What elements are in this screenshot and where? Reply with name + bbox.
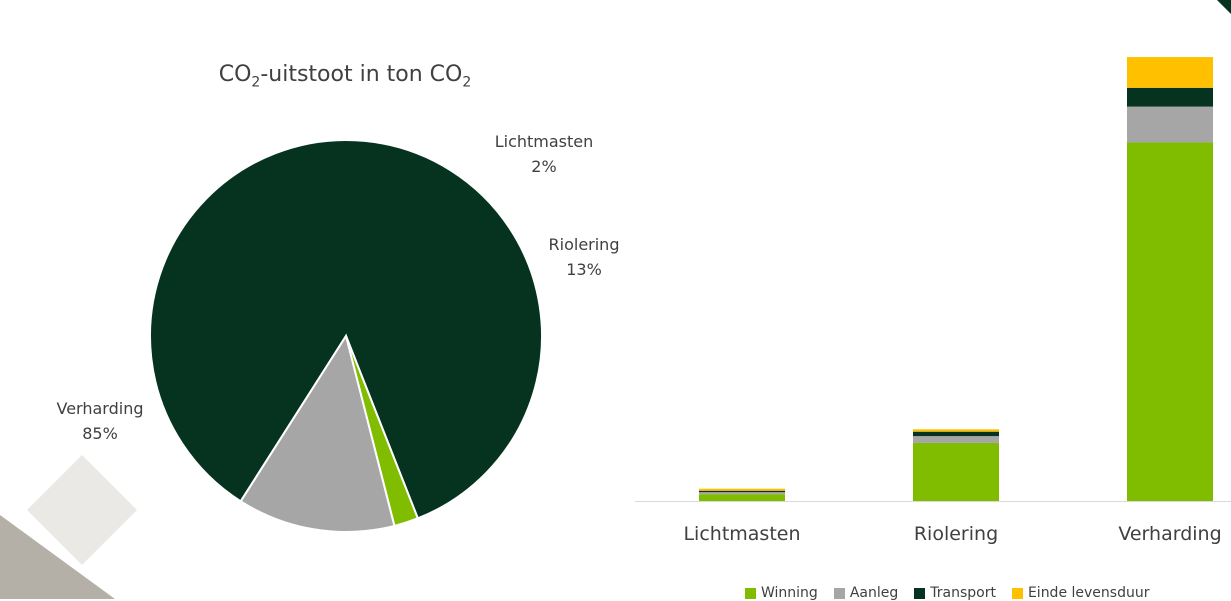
pie-chart-title: CO2-uitstoot in ton CO2 bbox=[0, 62, 690, 90]
pie-title-prefix: CO bbox=[218, 62, 252, 87]
bar-verharding-aanleg bbox=[1127, 106, 1213, 143]
pie-title-sub1: 2 bbox=[251, 74, 261, 91]
legend-label-einde-levensduur: Einde levensduur bbox=[1027, 585, 1150, 601]
pie-percent-riolering: 13% bbox=[566, 260, 602, 279]
bar-lichtmasten-winning bbox=[699, 494, 785, 501]
legend-swatch-winning bbox=[745, 587, 756, 599]
bar-lichtmasten-transport bbox=[699, 490, 785, 493]
bar-verharding-einde-levensduur bbox=[1127, 57, 1213, 88]
pie-label-riolering: Riolering bbox=[549, 235, 620, 254]
legend-item-winning: Winning bbox=[745, 586, 818, 600]
bar-verharding-winning bbox=[1127, 142, 1213, 501]
bar-lichtmasten-aanleg bbox=[699, 492, 785, 495]
bar-riolering-einde-levensduur bbox=[913, 429, 999, 432]
legend-label-transport: Transport bbox=[930, 585, 996, 601]
legend-item-einde-levensduur: Einde levensduur bbox=[1011, 585, 1150, 601]
pie-labels: Verharding 85% Lichtmasten 2% Riolering 13% bbox=[57, 132, 620, 443]
pie-title-sub2: 2 bbox=[462, 74, 472, 91]
legend-item-transport: Transport bbox=[914, 586, 996, 600]
bar-verharding-transport bbox=[1127, 87, 1213, 107]
pie-percent-lichtmasten: 2% bbox=[531, 157, 556, 176]
bar-chart-legend: Winning Aanleg Transport Einde levensduu… bbox=[745, 586, 1165, 600]
pie-slice-verharding bbox=[149, 139, 543, 520]
pie-label-lichtmasten: Lichtmasten bbox=[495, 132, 594, 151]
legend-label-aanleg: Aanleg bbox=[849, 585, 899, 601]
x-tick-label-verharding: Verharding bbox=[1118, 523, 1221, 545]
x-axis-labels: Lichtmasten Riolering Verharding bbox=[683, 523, 1221, 545]
pie-label-verharding: Verharding bbox=[57, 399, 144, 418]
x-tick-label-lichtmasten: Lichtmasten bbox=[683, 523, 800, 545]
legend-swatch-einde-levensduur bbox=[1011, 587, 1023, 599]
pie-slice-riolering bbox=[239, 333, 396, 533]
stacked-bar-chart: Lichtmasten Riolering Verharding bbox=[635, 57, 1231, 545]
legend-item-aanleg: Aanleg bbox=[833, 585, 899, 601]
bar-riolering-winning bbox=[913, 442, 999, 501]
bar-riolering-transport bbox=[913, 431, 999, 437]
bar-lichtmasten-einde-levensduur bbox=[699, 488, 785, 491]
bar-riolering-aanleg bbox=[913, 436, 999, 443]
legend-swatch-transport bbox=[914, 587, 926, 599]
pie-percent-verharding: 85% bbox=[82, 424, 118, 443]
legend-label-winning: Winning bbox=[761, 585, 818, 601]
pie-title-middle: -uitstoot in ton CO bbox=[260, 62, 463, 87]
pie-slices bbox=[149, 139, 543, 533]
pie-chart: Verharding 85% Lichtmasten 2% Riolering 13% bbox=[57, 132, 620, 533]
legend-swatch-aanleg bbox=[833, 587, 845, 599]
x-tick-label-riolering: Riolering bbox=[914, 523, 998, 545]
bar-segments bbox=[699, 57, 1213, 501]
